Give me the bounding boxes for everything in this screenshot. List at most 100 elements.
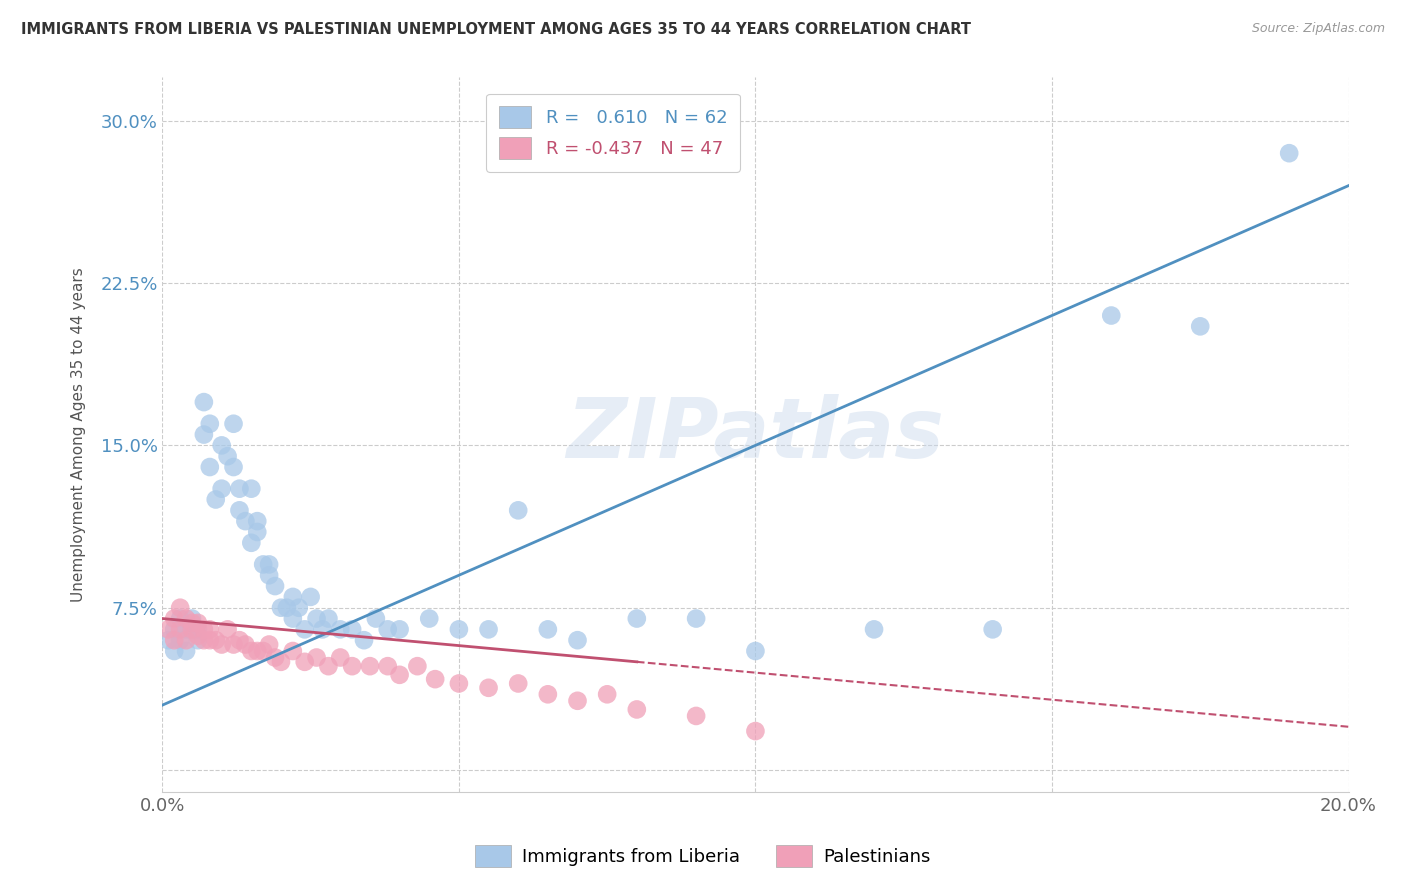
Point [228, 503, 250, 517]
Point [1099, 309, 1122, 323]
Point [181, 615, 204, 630]
Point [364, 611, 387, 625]
Point [187, 615, 209, 630]
Point [264, 579, 287, 593]
Point [198, 417, 221, 431]
Point [685, 709, 707, 723]
Point [174, 644, 197, 658]
Point [222, 460, 245, 475]
Point [204, 492, 226, 507]
Point [193, 427, 215, 442]
Point [388, 668, 411, 682]
Point [567, 694, 589, 708]
Point [329, 650, 352, 665]
Point [257, 638, 280, 652]
Y-axis label: Unemployment Among Ages 35 to 44 years: Unemployment Among Ages 35 to 44 years [72, 268, 86, 602]
Point [246, 644, 269, 658]
Point [228, 482, 250, 496]
Point [626, 611, 648, 625]
Point [211, 482, 233, 496]
Point [270, 600, 292, 615]
Point [235, 514, 257, 528]
Point [477, 623, 499, 637]
Point [198, 633, 221, 648]
Point [169, 600, 191, 615]
Point [264, 650, 287, 665]
Point [294, 655, 316, 669]
Point [169, 623, 191, 637]
Point [240, 482, 263, 496]
Point [217, 449, 239, 463]
Point [157, 633, 180, 648]
Point [257, 558, 280, 572]
Point [193, 395, 215, 409]
Point [425, 672, 447, 686]
Point [685, 611, 707, 625]
Point [211, 438, 233, 452]
Point [477, 681, 499, 695]
Point [174, 623, 197, 637]
Point [246, 524, 269, 539]
Point [377, 659, 399, 673]
Point [318, 611, 340, 625]
Point [388, 623, 411, 637]
Point [596, 687, 619, 701]
Point [744, 724, 766, 739]
Point [163, 611, 186, 625]
Point [281, 611, 304, 625]
Point [204, 633, 226, 648]
Point [240, 536, 263, 550]
Point [447, 623, 470, 637]
Point [508, 503, 530, 517]
Point [181, 611, 204, 625]
Point [211, 638, 233, 652]
Point [340, 623, 363, 637]
Text: Source: ZipAtlas.com: Source: ZipAtlas.com [1251, 22, 1385, 36]
Point [181, 623, 204, 637]
Point [252, 644, 274, 658]
Point [157, 623, 180, 637]
Point [508, 676, 530, 690]
Point [198, 623, 221, 637]
Point [537, 687, 560, 701]
Point [287, 600, 309, 615]
Point [359, 659, 381, 673]
Point [187, 633, 209, 648]
Point [228, 633, 250, 648]
Point [744, 644, 766, 658]
Point [299, 590, 322, 604]
Point [626, 702, 648, 716]
Point [240, 644, 263, 658]
Point [174, 633, 197, 648]
Point [353, 633, 375, 648]
Point [257, 568, 280, 582]
Point [181, 623, 204, 637]
Point [447, 676, 470, 690]
Point [246, 514, 269, 528]
Point [222, 417, 245, 431]
Point [169, 611, 191, 625]
Point [163, 644, 186, 658]
Legend: R =   0.610   N = 62, R = -0.437   N = 47: R = 0.610 N = 62, R = -0.437 N = 47 [486, 94, 740, 172]
Point [198, 460, 221, 475]
Point [252, 558, 274, 572]
Point [1278, 146, 1301, 161]
Point [305, 650, 328, 665]
Point [318, 659, 340, 673]
Point [329, 623, 352, 637]
Point [222, 638, 245, 652]
Point [174, 611, 197, 625]
Point [377, 623, 399, 637]
Point [187, 629, 209, 643]
Point [418, 611, 440, 625]
Point [294, 623, 316, 637]
Point [276, 600, 298, 615]
Point [981, 623, 1004, 637]
Point [163, 633, 186, 648]
Point [406, 659, 429, 673]
Point [305, 611, 328, 625]
Point [235, 638, 257, 652]
Point [193, 633, 215, 648]
Point [193, 623, 215, 637]
Point [281, 590, 304, 604]
